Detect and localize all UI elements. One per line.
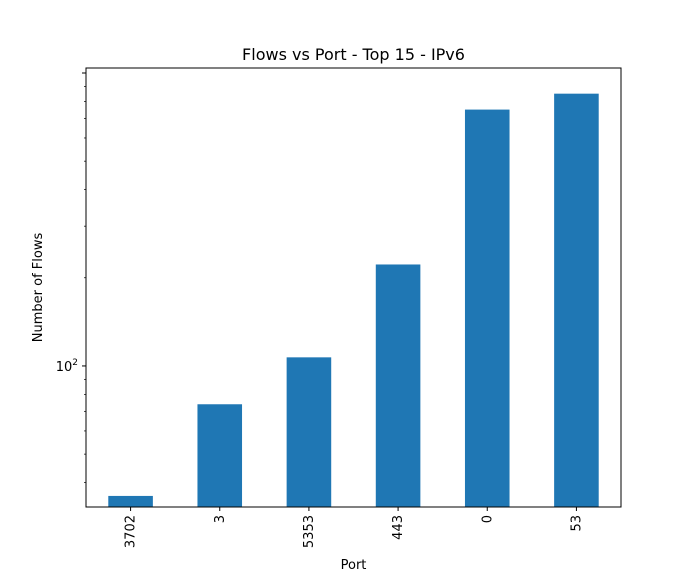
plot-area-frame [85,67,622,508]
x-axis-label: Port [341,558,367,570]
x-tick-label: 53 [569,515,584,532]
x-tick-label: 0 [480,515,495,523]
y-tick-label-exponent: 2 [72,358,78,368]
y-tick-label: 102 [56,358,78,375]
y-tick-label-base: 10 [56,360,73,375]
ticks-layer: 3702 3 5353 443 0 53 102 [56,72,584,548]
bar-3 [197,404,243,507]
bar-53 [554,93,599,508]
bars-layer [108,93,599,508]
x-tick-label: 3 [213,515,228,523]
y-axis-label: Number of Flows [31,233,46,343]
bar-3702 [108,495,153,507]
chart-title: Flows vs Port - Top 15 - IPv6 [242,45,465,64]
x-tick-label: 3702 [124,515,139,548]
bar-443 [375,264,421,507]
bar-0 [464,109,510,507]
bar-5353 [286,357,332,507]
x-tick-label: 5353 [302,515,317,548]
x-tick-label: 443 [391,515,406,540]
